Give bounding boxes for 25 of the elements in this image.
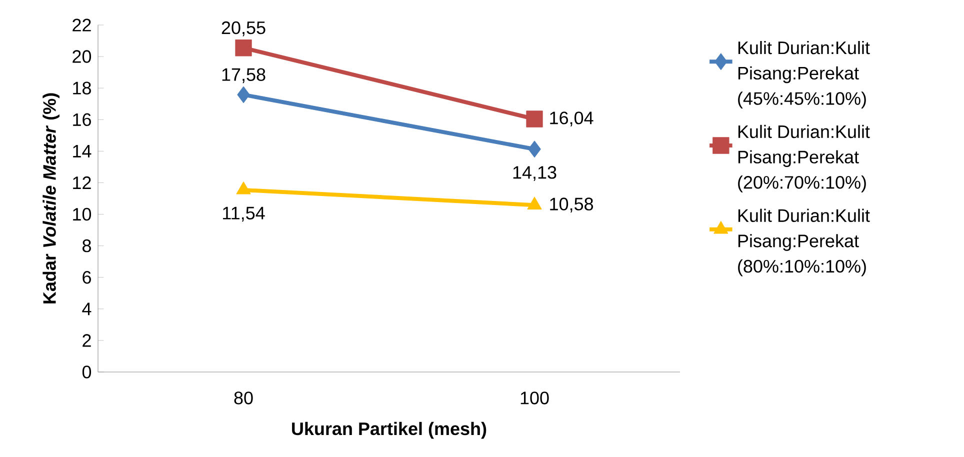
y-tick-label: 18 [73, 82, 91, 94]
y-tick-label: 10 [73, 208, 92, 221]
y-tick-label: 22 [72, 18, 91, 32]
data-label: 10,58 [550, 198, 594, 213]
y-tick-label: 6 [82, 270, 91, 284]
data-label: 20,55 [222, 21, 266, 36]
data-label: 17,58 [222, 68, 266, 84]
legend-label: Kulit Durian:Kulit Pisang:Perekat (20%:70%:10%) [738, 124, 870, 192]
x-tick-label: 100 [520, 392, 549, 404]
data-label: 11,54 [223, 206, 265, 222]
y-tick-label: 14 [73, 144, 92, 158]
data-label: 14,13 [513, 166, 556, 181]
y-tick-label: 8 [82, 239, 91, 252]
y-tick-label: 20 [72, 50, 92, 63]
legend-label: Kulit Durian:Kulit Pisang:Perekat (45%:45%:10%) [738, 41, 870, 108]
data-label: 16,04 [550, 112, 594, 126]
y-tick-label: 12 [73, 176, 91, 190]
x-tick-label: 80 [234, 392, 253, 404]
legend-label: Kulit Durian:Kulit Pisang:Perekat (80%:10%:10%) [738, 208, 870, 276]
y-tick-label: 16 [73, 113, 91, 126]
x-axis-title: Ukuran Partikel (mesh) [292, 422, 486, 439]
y-tick-label: 0 [82, 366, 92, 378]
y-tick-label: 2 [82, 334, 91, 347]
y-axis-title: Kadar Volatile Matter (%) [42, 93, 60, 304]
y-tick-label: 4 [82, 302, 92, 316]
